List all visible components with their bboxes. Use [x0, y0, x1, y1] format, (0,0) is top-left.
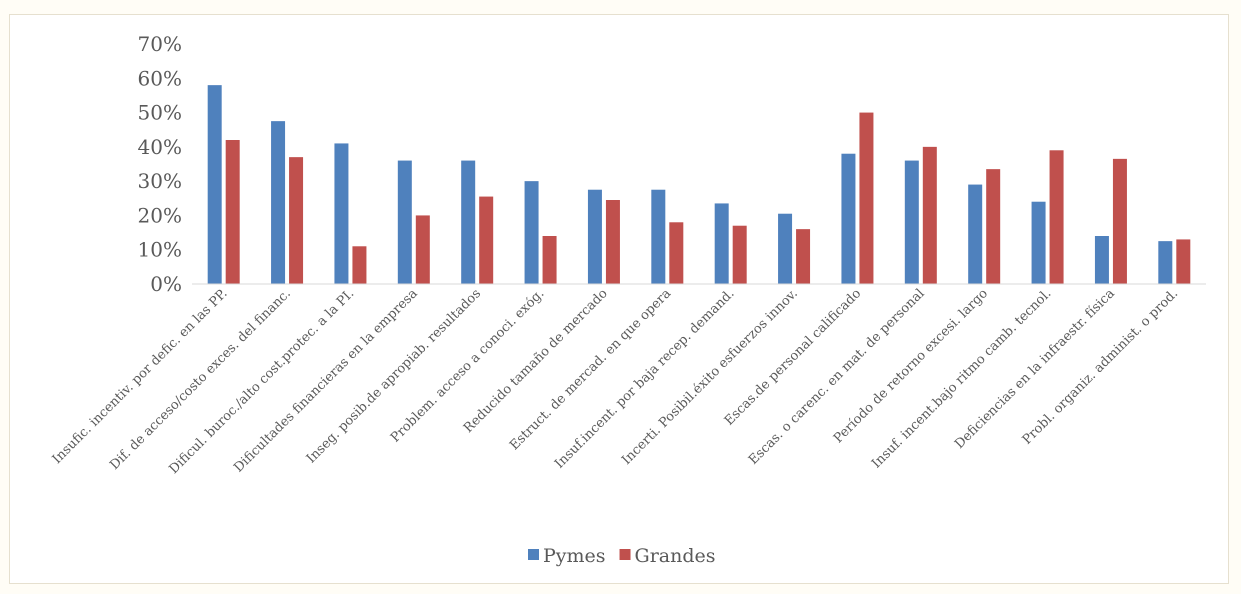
- y-tick-label: 60%: [138, 66, 182, 90]
- bar-grandes: [732, 225, 747, 284]
- bars: [207, 85, 1191, 285]
- legend: Pymes Grandes: [528, 545, 716, 567]
- bar-pymes: [1031, 201, 1046, 284]
- bar-pymes: [334, 143, 349, 284]
- bar-grandes: [225, 140, 240, 284]
- bar-pymes: [1094, 236, 1109, 284]
- y-tick-label: 50%: [138, 101, 182, 125]
- bar-pymes: [1158, 241, 1173, 284]
- bar-grandes: [669, 222, 684, 284]
- bar-pymes: [207, 85, 222, 285]
- y-tick-label: 70%: [138, 32, 182, 56]
- y-tick-label: 40%: [138, 135, 182, 159]
- bar-pymes: [524, 181, 539, 284]
- bar-pymes: [841, 153, 856, 284]
- bar-grandes: [542, 236, 557, 284]
- bar-grandes: [415, 215, 430, 284]
- bar-pymes: [461, 160, 476, 284]
- bar-grandes: [796, 229, 811, 284]
- bar-grandes: [605, 200, 620, 284]
- y-tick-label: 30%: [138, 169, 182, 193]
- x-axis: Insufic. incentiv. por defic. en las PP.…: [50, 286, 1181, 477]
- y-axis: 0% 10% 20% 30% 40% 50% 60% 70%: [138, 32, 182, 296]
- bar-grandes: [289, 157, 304, 284]
- bar-pymes: [904, 160, 919, 284]
- bar-pymes: [968, 184, 983, 284]
- bar-grandes: [352, 246, 367, 284]
- legend-swatch: [528, 549, 539, 560]
- x-tick-label: Escas.de personal calificado: [722, 286, 865, 429]
- bar-grandes: [922, 146, 937, 284]
- bar-pymes: [651, 189, 666, 284]
- bar-grandes: [479, 196, 494, 284]
- y-tick-label: 20%: [138, 203, 182, 227]
- legend-label: Grandes: [635, 545, 716, 567]
- bar-chart: 0% 10% 20% 30% 40% 50% 60% 70% Insufic. incenti…: [50, 32, 1206, 567]
- bar-grandes: [1112, 158, 1127, 284]
- bar-grandes: [1176, 239, 1191, 284]
- chart-frame: 0% 10% 20% 30% 40% 50% 60% 70% Insufic. incenti…: [9, 14, 1229, 584]
- bar-grandes: [1049, 150, 1064, 284]
- bar-grandes: [859, 112, 874, 284]
- bar-pymes: [778, 213, 793, 284]
- bar-pymes: [714, 203, 729, 284]
- bar-grandes: [986, 169, 1001, 284]
- bar-pymes: [587, 189, 602, 284]
- legend-label: Pymes: [543, 545, 606, 567]
- y-tick-label: 0%: [150, 272, 182, 296]
- y-tick-label: 10%: [138, 238, 182, 262]
- bar-pymes: [397, 160, 412, 284]
- bar-pymes: [271, 121, 286, 285]
- legend-swatch: [619, 549, 631, 560]
